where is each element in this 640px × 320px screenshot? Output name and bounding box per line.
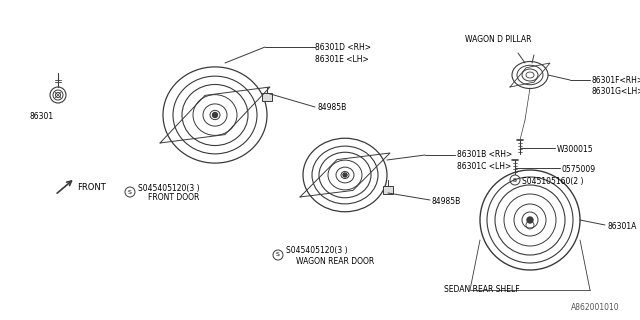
Text: S: S [128, 189, 132, 195]
Text: 86301C <LH>: 86301C <LH> [457, 162, 511, 171]
Text: 86301D <RH>: 86301D <RH> [315, 43, 371, 52]
Text: SEDAN REAR SHELF: SEDAN REAR SHELF [444, 285, 520, 294]
Circle shape [343, 173, 347, 177]
Text: S045405120(3 ): S045405120(3 ) [138, 183, 200, 193]
Text: 86301G<LH>: 86301G<LH> [592, 87, 640, 96]
Text: WAGON D PILLAR: WAGON D PILLAR [465, 35, 531, 44]
Text: W300015: W300015 [557, 145, 594, 154]
Text: 84985B: 84985B [317, 103, 346, 112]
Text: 84985B: 84985B [432, 197, 461, 206]
Text: S: S [513, 178, 517, 182]
Circle shape [527, 217, 533, 223]
Text: S045405120(3 ): S045405120(3 ) [286, 246, 348, 255]
Circle shape [212, 113, 218, 117]
Text: 86301F<RH>: 86301F<RH> [592, 76, 640, 85]
Text: FRONT: FRONT [77, 183, 106, 193]
Text: 86301E <LH>: 86301E <LH> [315, 55, 369, 64]
Text: 86301A: 86301A [607, 222, 636, 231]
Text: S045105160(2 ): S045105160(2 ) [522, 177, 584, 186]
Text: FRONT DOOR: FRONT DOOR [148, 194, 200, 203]
Text: WAGON REAR DOOR: WAGON REAR DOOR [296, 258, 374, 267]
Text: 86301B <RH>: 86301B <RH> [457, 150, 512, 159]
Text: A862001010: A862001010 [572, 303, 620, 312]
Text: S: S [276, 252, 280, 258]
Text: 86301: 86301 [30, 112, 54, 121]
FancyBboxPatch shape [262, 93, 272, 101]
FancyBboxPatch shape [383, 186, 393, 194]
Text: 0575009: 0575009 [562, 165, 596, 174]
